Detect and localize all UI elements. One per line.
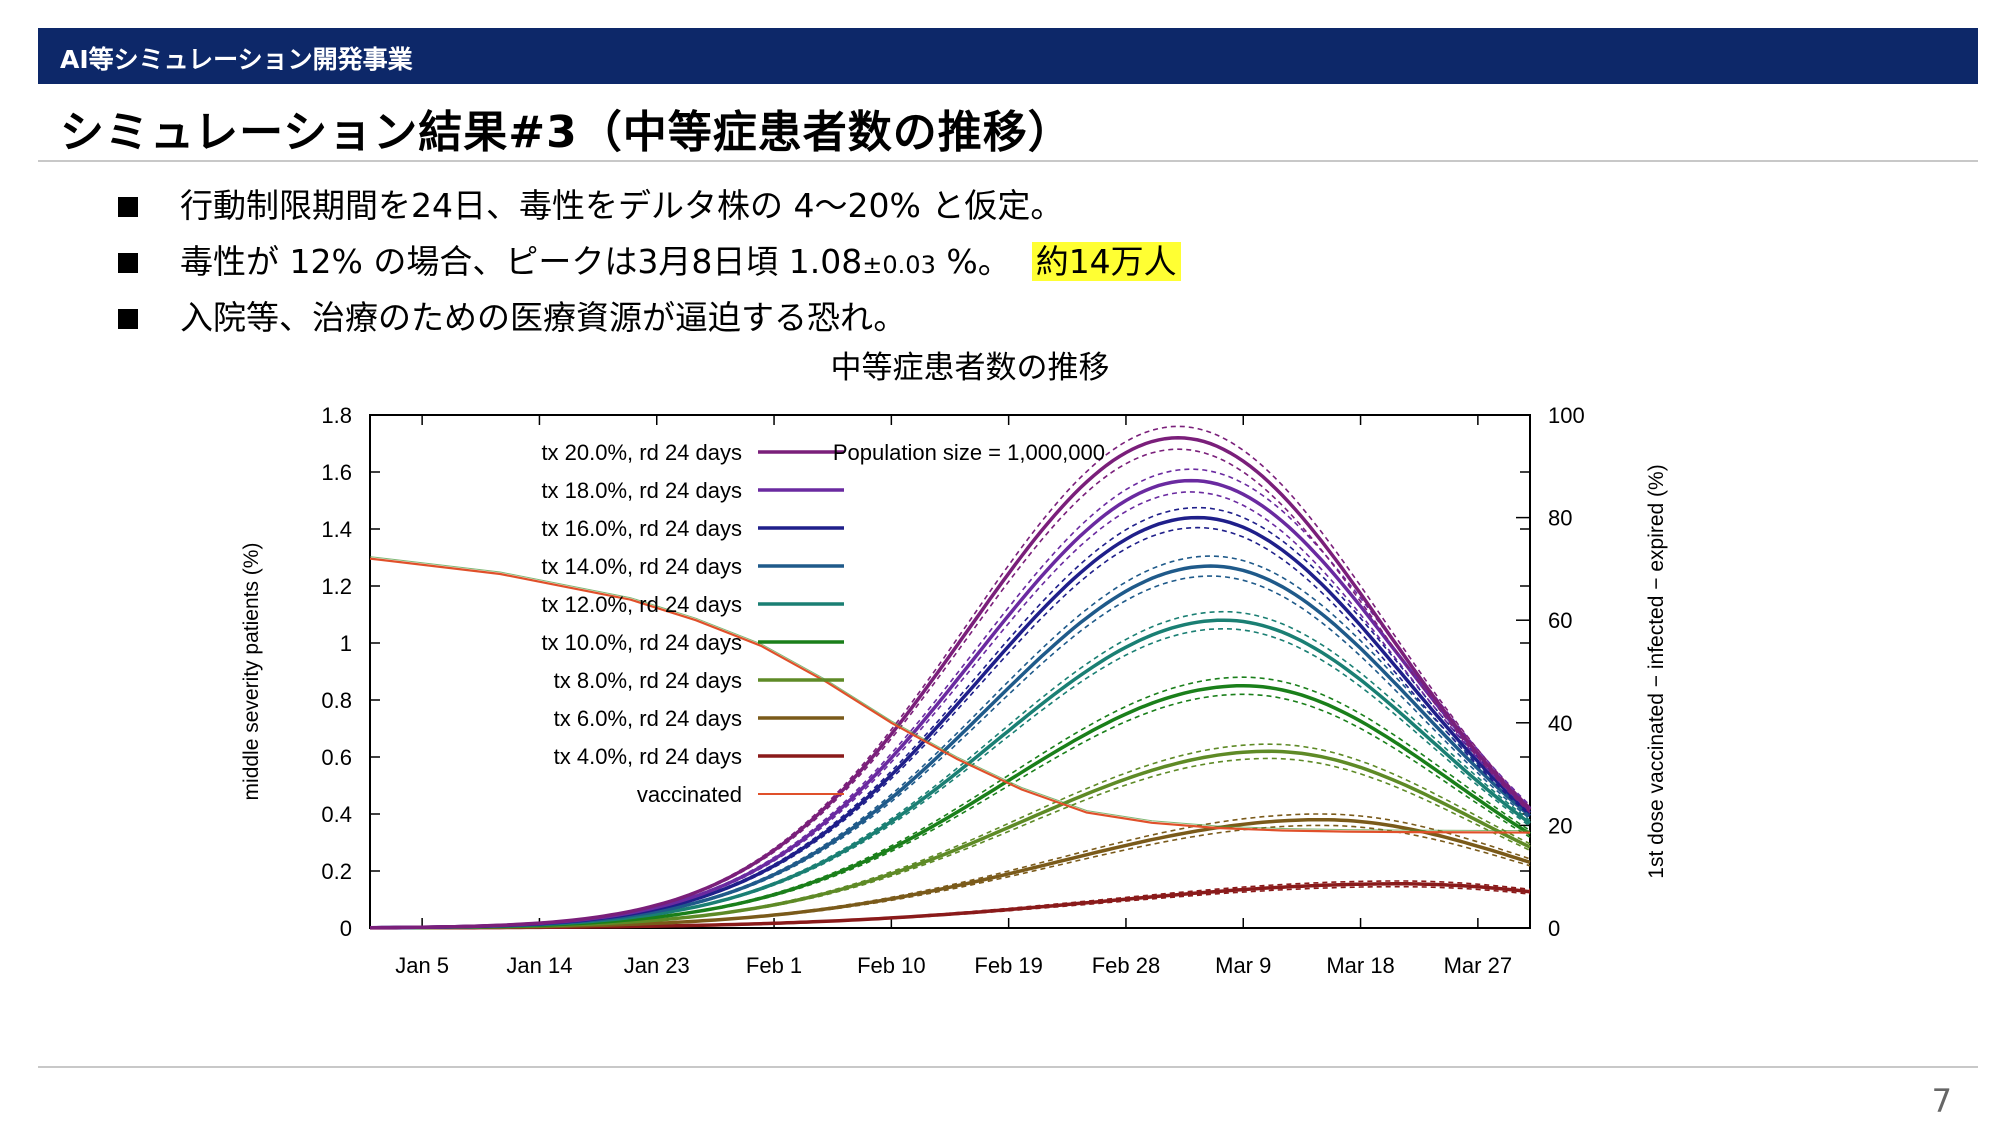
bullet-text-error: ±0.03 [862, 251, 936, 279]
series-line [370, 817, 1531, 930]
x-tick-label: Feb 1 [746, 953, 802, 978]
x-tick-label: Mar 27 [1444, 953, 1512, 978]
series-band-upper [370, 610, 1531, 929]
legend-label: tx 10.0%, rd 24 days [541, 630, 742, 655]
y-tick-label: 0.6 [321, 745, 352, 770]
bullet-square-icon [118, 197, 138, 217]
y-tick-label: 1 [340, 631, 352, 656]
legend-label: tx 16.0%, rd 24 days [541, 516, 742, 541]
legend-label: tx 4.0%, rd 24 days [554, 744, 742, 769]
y2-axis-label: 1st dose vaccinated − infected − expired… [1645, 464, 1668, 878]
bullet-text: 行動制限期間を24日、毒性をデルタ株の 4〜20% と仮定。 [180, 186, 1064, 225]
highlighted-estimate: 約14万人 [1031, 242, 1181, 281]
series-band-lower [370, 757, 1531, 929]
page-number: 7 [1931, 1082, 1952, 1120]
bullet-text-unit: %。 [935, 242, 1011, 281]
series-line [370, 684, 1531, 930]
chart-annotation: Population size = 1,000,000 [833, 440, 1105, 465]
legend-label: tx 6.0%, rd 24 days [554, 706, 742, 731]
series-line [369, 478, 1532, 930]
y2-tick-label: 60 [1548, 608, 1572, 633]
legend-label: tx 18.0%, rd 24 days [541, 478, 742, 503]
y-tick-label: 0.4 [321, 802, 352, 827]
section-banner: AI等シミュレーション開発事業 [38, 28, 1978, 84]
y-axis-label: middle severity patients (%) [240, 543, 263, 801]
series-band-lower [370, 575, 1531, 929]
bullet-text-main: 毒性が 12% の場合、ピークは3月8日頃 1.08 [180, 242, 863, 281]
bullet-text: 入院等、治療のための医療資源が逼迫する恐れ。 [180, 298, 907, 337]
y-tick-label: 1.6 [321, 460, 352, 485]
x-tick-label: Jan 23 [624, 953, 690, 978]
legend-label: tx 8.0%, rd 24 days [554, 668, 742, 693]
x-tick-label: Jan 14 [506, 953, 572, 978]
series-line [370, 515, 1532, 930]
y2-tick-label: 20 [1548, 813, 1572, 838]
page-title: シミュレーション結果#3（中等症患者数の推移） [60, 107, 1073, 158]
bullet-text: 毒性が 12% の場合、ピークは3月8日頃 1.08±0.03 %。 約14万人 [180, 234, 1181, 293]
y2-tick-label: 0 [1548, 916, 1560, 941]
y2-tick-label: 100 [1548, 403, 1585, 428]
chart-title: 中等症患者数の推移 [830, 350, 1110, 386]
legend-label: tx 12.0%, rd 24 days [541, 592, 742, 617]
y-tick-label: 1.8 [321, 403, 352, 428]
x-tick-label: Feb 19 [974, 953, 1043, 978]
y2-tick-label: 80 [1548, 506, 1572, 531]
series-line [370, 436, 1532, 930]
y2-tick-label: 40 [1548, 711, 1572, 736]
title-divider [38, 160, 1978, 162]
y-tick-label: 1.4 [321, 517, 352, 542]
y-tick-label: 0.2 [321, 859, 352, 884]
section-label: AI等シミュレーション開発事業 [60, 45, 413, 74]
bullet-square-icon [118, 309, 138, 329]
bullet-square-icon [118, 253, 138, 273]
x-tick-label: Feb 10 [857, 953, 926, 978]
x-tick-label: Jan 5 [395, 953, 449, 978]
vaccinated-line-overlay [369, 556, 1531, 832]
y-tick-label: 0 [340, 916, 352, 941]
y-tick-label: 0.8 [321, 688, 352, 713]
vaccinated-line [369, 557, 1531, 834]
legend-label: vaccinated [637, 782, 742, 807]
legend-label: tx 14.0%, rd 24 days [541, 554, 742, 579]
plot-frame [369, 414, 1531, 929]
legend-label: tx 20.0%, rd 24 days [541, 440, 742, 465]
x-tick-label: Mar 9 [1215, 953, 1271, 978]
series-band-lower [369, 693, 1531, 929]
y-tick-label: 1.2 [321, 574, 352, 599]
x-tick-label: Mar 18 [1326, 953, 1394, 978]
x-tick-label: Feb 28 [1092, 953, 1161, 978]
footer-divider [38, 1066, 1978, 1068]
chart-title-wrap: 中等症患者数の推移 [0, 342, 2000, 387]
